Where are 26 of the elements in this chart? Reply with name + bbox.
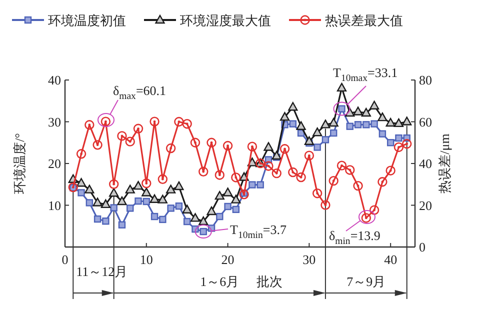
y2-tick-label: 0 [419,240,426,254]
legend-label: 热误差最大值 [325,13,403,28]
legend-label: 环境温度初值 [48,13,126,28]
x-axis-title: 批次 [256,274,283,289]
annotation: δ$_{min}$=13.9 [329,228,380,247]
x-tick-label: 20 [221,252,234,267]
x-tick-label: 40 [384,252,398,267]
annotation: T$_{10min}$=3.7 [230,222,287,241]
annotation: δ$_{max}$=60.1 [113,83,166,102]
legend-label: 环境湿度最大值 [180,13,271,28]
text: 7～9月 [346,274,386,289]
y2-tick-label: 80 [419,72,432,88]
y-tick-label: 40 [48,72,61,88]
x-tick-label: 10 [140,252,153,267]
y-axis-title: 环境温度/° [12,133,27,194]
y2-axis-title: 热误差/μm [437,134,452,194]
y2-tick-label: 60 [419,114,432,130]
y2-tick-label: 40 [419,156,432,171]
y-tick-label: 10 [48,198,61,213]
x-tick-label: 0 [62,252,68,267]
x-tick-label: 30 [302,252,316,267]
annotation: T$_{10max}$=33.1 [333,65,398,84]
text: 1～6月 [200,274,240,289]
y-tick-label: 30 [48,114,61,130]
y2-tick-label: 20 [419,198,432,213]
y-tick-label: 20 [48,156,61,171]
